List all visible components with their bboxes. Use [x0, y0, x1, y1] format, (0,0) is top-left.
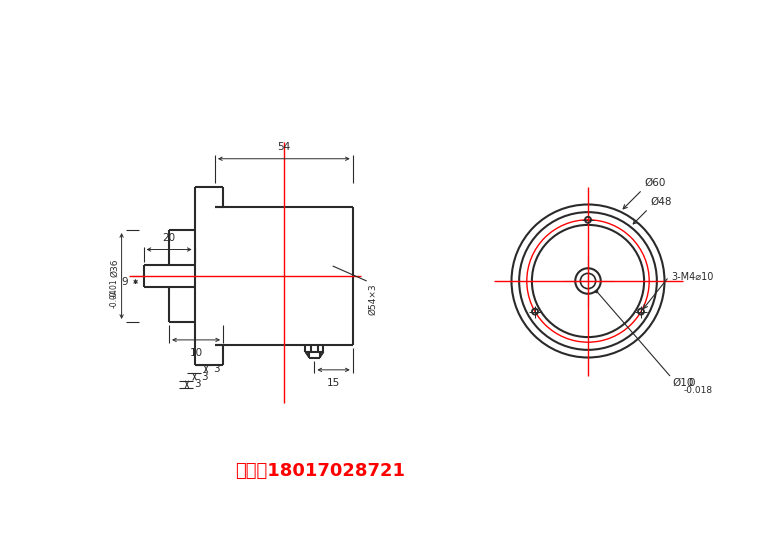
Text: -0.04: -0.04: [110, 288, 119, 308]
Text: -0.01: -0.01: [110, 278, 119, 298]
Text: 手机：18017028721: 手机：18017028721: [235, 462, 405, 480]
Text: 0: 0: [688, 378, 694, 388]
Text: Ø36: Ø36: [110, 259, 119, 277]
Text: Ø54×3: Ø54×3: [369, 283, 377, 315]
Text: 10: 10: [189, 348, 202, 358]
Text: Ø48: Ø48: [650, 197, 672, 207]
Text: Ø60: Ø60: [644, 178, 666, 187]
Text: 3: 3: [213, 364, 219, 374]
Text: 3-M4⌀10: 3-M4⌀10: [671, 272, 713, 281]
Text: 54: 54: [277, 142, 291, 152]
Text: 3: 3: [194, 379, 201, 389]
Text: 9: 9: [121, 277, 127, 287]
Text: 3: 3: [202, 372, 208, 382]
Text: 20: 20: [163, 232, 176, 242]
Text: Ø10: Ø10: [672, 378, 693, 388]
Text: -0.018: -0.018: [684, 386, 713, 395]
Text: 15: 15: [327, 378, 341, 388]
